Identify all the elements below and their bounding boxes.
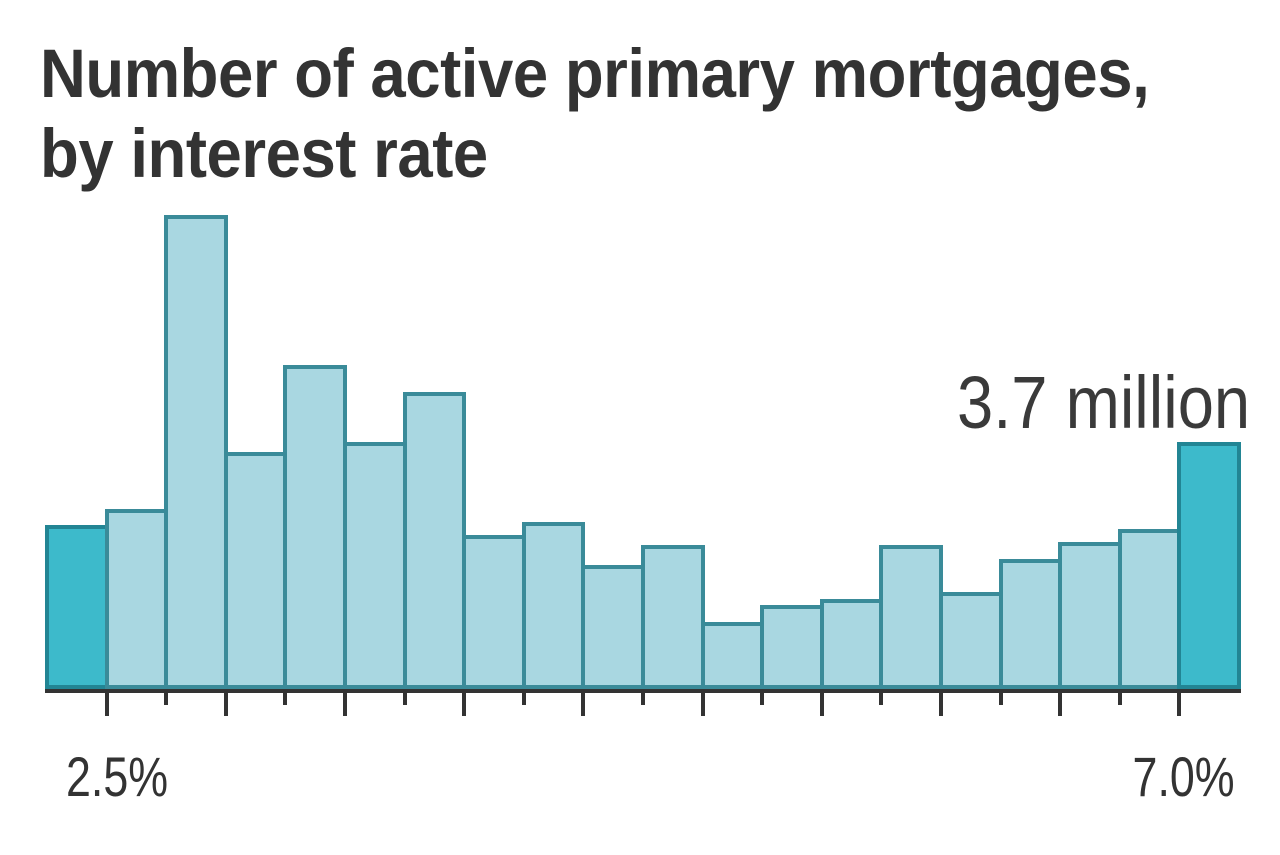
histogram-bars [45, 0, 1241, 689]
histogram-bar [1058, 542, 1122, 689]
histogram-bar [700, 622, 765, 689]
histogram-bar [939, 592, 1003, 689]
x-axis-tick-minor [402, 693, 407, 705]
histogram-bar [641, 545, 705, 689]
histogram-bar [402, 392, 467, 689]
x-axis-tick-minor [164, 693, 169, 705]
peak-bar-annotation: 3.7 million [956, 361, 1250, 444]
x-axis-tick-major [819, 693, 824, 716]
x-axis-tick-major [223, 693, 228, 716]
x-axis-tick-major [1177, 693, 1182, 716]
x-axis-tick-major [1058, 693, 1063, 716]
histogram-bar [879, 545, 943, 689]
x-axis-tick-major [700, 693, 705, 716]
chart-title-line2: by interest rate [40, 115, 488, 192]
x-axis-label-right: 7.0% [1132, 745, 1235, 808]
histogram-bar [819, 599, 884, 689]
histogram-bar [998, 559, 1063, 689]
x-axis-line [45, 689, 1241, 693]
x-axis-tick-minor [760, 693, 765, 705]
histogram-bar [343, 442, 407, 689]
x-axis-tick-major [581, 693, 586, 716]
x-axis-tick-minor [283, 693, 288, 705]
histogram-bar [521, 522, 586, 689]
histogram-bar [104, 509, 169, 689]
x-axis-tick-minor [998, 693, 1003, 705]
x-axis-tick-minor [641, 693, 645, 705]
chart-title: Number of active primary mortgages, by i… [40, 34, 1150, 194]
histogram-bar [462, 535, 526, 689]
histogram-bar-highlighted [1177, 442, 1241, 689]
histogram-bar [164, 215, 228, 689]
histogram-bar [760, 605, 824, 689]
x-axis-tick-minor [1117, 693, 1122, 705]
histogram-bar [223, 452, 288, 689]
x-axis-tick-minor [521, 693, 526, 705]
chart-title-line1: Number of active primary mortgages, [40, 35, 1150, 112]
x-axis-tick-minor [879, 693, 884, 705]
histogram-bar [1117, 529, 1182, 689]
histogram-bar [283, 365, 347, 689]
histogram-bar-highlighted [45, 525, 109, 689]
x-axis-tick-major [462, 693, 467, 716]
x-axis-tick-major [939, 693, 943, 716]
x-axis-tick-major [104, 693, 109, 716]
x-axis-label-left: 2.5% [66, 745, 169, 808]
histogram-bar [581, 565, 645, 689]
x-axis-tick-major [343, 693, 347, 716]
